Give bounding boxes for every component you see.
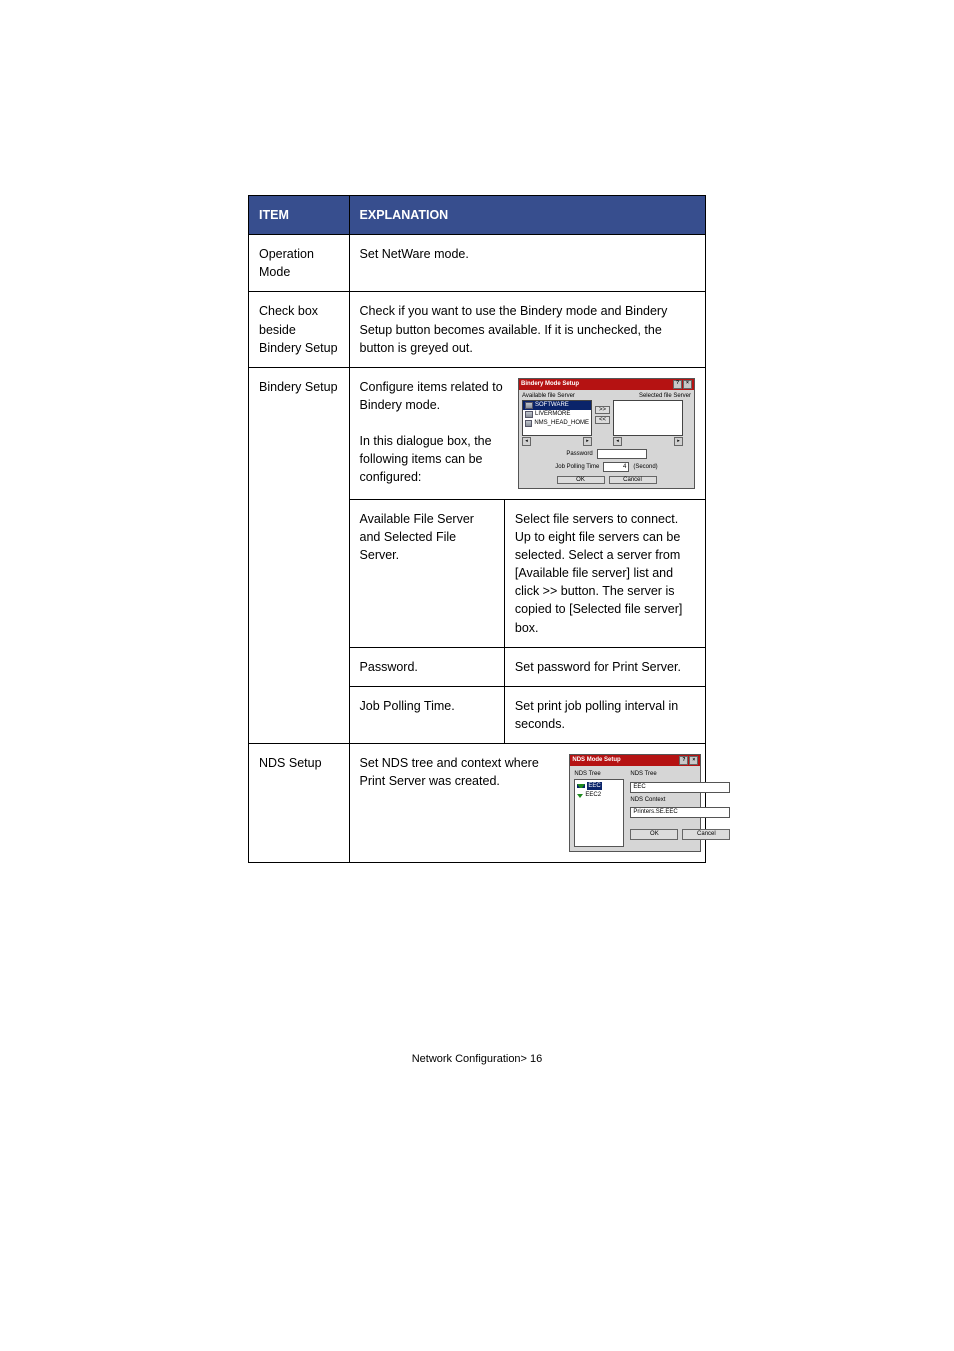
add-server-button[interactable]: >> [595,406,610,414]
polling-unit: (Second) [633,464,657,470]
available-server-list[interactable]: SOFTWARE LIVERMORE NMS_HEAD_HOME [522,400,592,436]
close-icon[interactable]: × [683,380,692,389]
password-label: Password [566,451,592,457]
cell-item: NDS Setup [249,744,350,863]
ndstree-input[interactable]: EEC [630,782,730,793]
server-name: LIVERMORE [535,411,570,417]
nds-setup-text: Set NDS tree and context where Print Ser… [360,754,548,790]
dialog-titlebar: NDS Mode Setup ? × [570,755,700,766]
cell-sub-left: Available File Server and Selected File … [349,499,504,647]
cell-item: Check box beside Bindery Setup [249,292,350,367]
server-icon [525,411,533,418]
nds-tree-list[interactable]: EEC EEC2 [574,779,624,847]
dialog-titlebar: Bindery Mode Setup ? × [519,379,694,390]
ok-button[interactable]: OK [557,476,605,484]
tree-header: NDS Tree [574,770,624,779]
config-table: ITEM EXPLANATION Operation Mode Set NetW… [248,195,706,863]
scroll-left-icon[interactable]: ◂ [522,437,531,446]
cell-nds: Set NDS tree and context where Print Ser… [349,744,705,863]
tree-item[interactable]: EEC2 [585,791,601,800]
cancel-button[interactable]: Cancel [682,829,730,840]
page-footer: Network Configuration> 16 [248,1053,706,1065]
context-input[interactable]: Printers.SE.EEC [630,807,730,818]
server-icon [525,402,533,409]
cell-explanation: Check if you want to use the Bindery mod… [349,292,705,367]
row-bindery-setup: Bindery Setup Configure items related to… [249,367,706,499]
bindery-setup-text: Configure items related to Bindery mode.… [360,378,504,487]
scroll-right-icon[interactable]: ▸ [674,437,683,446]
cell-sub-right: Set print job polling interval in second… [504,686,705,743]
scroll-left-icon[interactable]: ◂ [613,437,622,446]
help-icon[interactable]: ? [673,380,682,389]
col-header-explanation: EXPLANATION [349,196,705,235]
tree-icon [577,784,585,788]
row-bindery-checkbox: Check box beside Bindery Setup Check if … [249,292,706,367]
cell-bindery-configure: Configure items related to Bindery mode.… [349,367,705,499]
close-icon[interactable]: × [689,756,698,765]
nds-dialog: NDS Mode Setup ? × NDS Tree EEC [569,754,701,852]
polling-label: Job Polling Time [555,464,599,470]
cell-sub-right: Select file servers to connect. Up to ei… [504,499,705,647]
ndstree-label: NDS Tree [630,770,730,779]
server-name: NMS_HEAD_HOME [534,420,589,426]
cell-sub-right: Set password for Print Server. [504,647,705,686]
server-icon [525,420,532,427]
cell-explanation: Set NetWare mode. [349,235,705,292]
ok-button[interactable]: OK [630,829,678,840]
cell-sub-left: Job Polling Time. [349,686,504,743]
table-header-row: ITEM EXPLANATION [249,196,706,235]
dialog-title: Bindery Mode Setup [521,381,579,387]
tree-item[interactable]: EEC [587,782,601,791]
page-content: ITEM EXPLANATION Operation Mode Set NetW… [0,0,954,1185]
available-label: Available file Server [522,393,575,399]
bindery-text-2: In this dialogue box, the following item… [360,432,504,486]
cell-item: Operation Mode [249,235,350,292]
bindery-dialog-thumbnail: Bindery Mode Setup ? × Available file Se… [518,378,695,489]
cancel-button[interactable]: Cancel [609,476,657,484]
selected-label: Selected file Server [639,393,691,399]
dialog-title: NDS Mode Setup [572,756,620,765]
context-label: NDS Context [630,796,730,805]
row-operation-mode: Operation Mode Set NetWare mode. [249,235,706,292]
scroll-right-icon[interactable]: ▸ [583,437,592,446]
row-nds-setup: NDS Setup Set NDS tree and context where… [249,744,706,863]
server-name: SOFTWARE [535,402,569,408]
cell-item: Bindery Setup [249,367,350,743]
bindery-text-1: Configure items related to Bindery mode. [360,378,504,414]
password-input[interactable] [597,449,647,459]
bindery-dialog: Bindery Mode Setup ? × Available file Se… [518,378,695,489]
col-header-item: ITEM [249,196,350,235]
cell-sub-left: Password. [349,647,504,686]
polling-input[interactable]: 4 [603,462,629,472]
remove-server-button[interactable]: << [595,416,610,424]
tree-icon [577,794,583,798]
selected-server-list[interactable] [613,400,683,436]
help-icon[interactable]: ? [679,756,688,765]
